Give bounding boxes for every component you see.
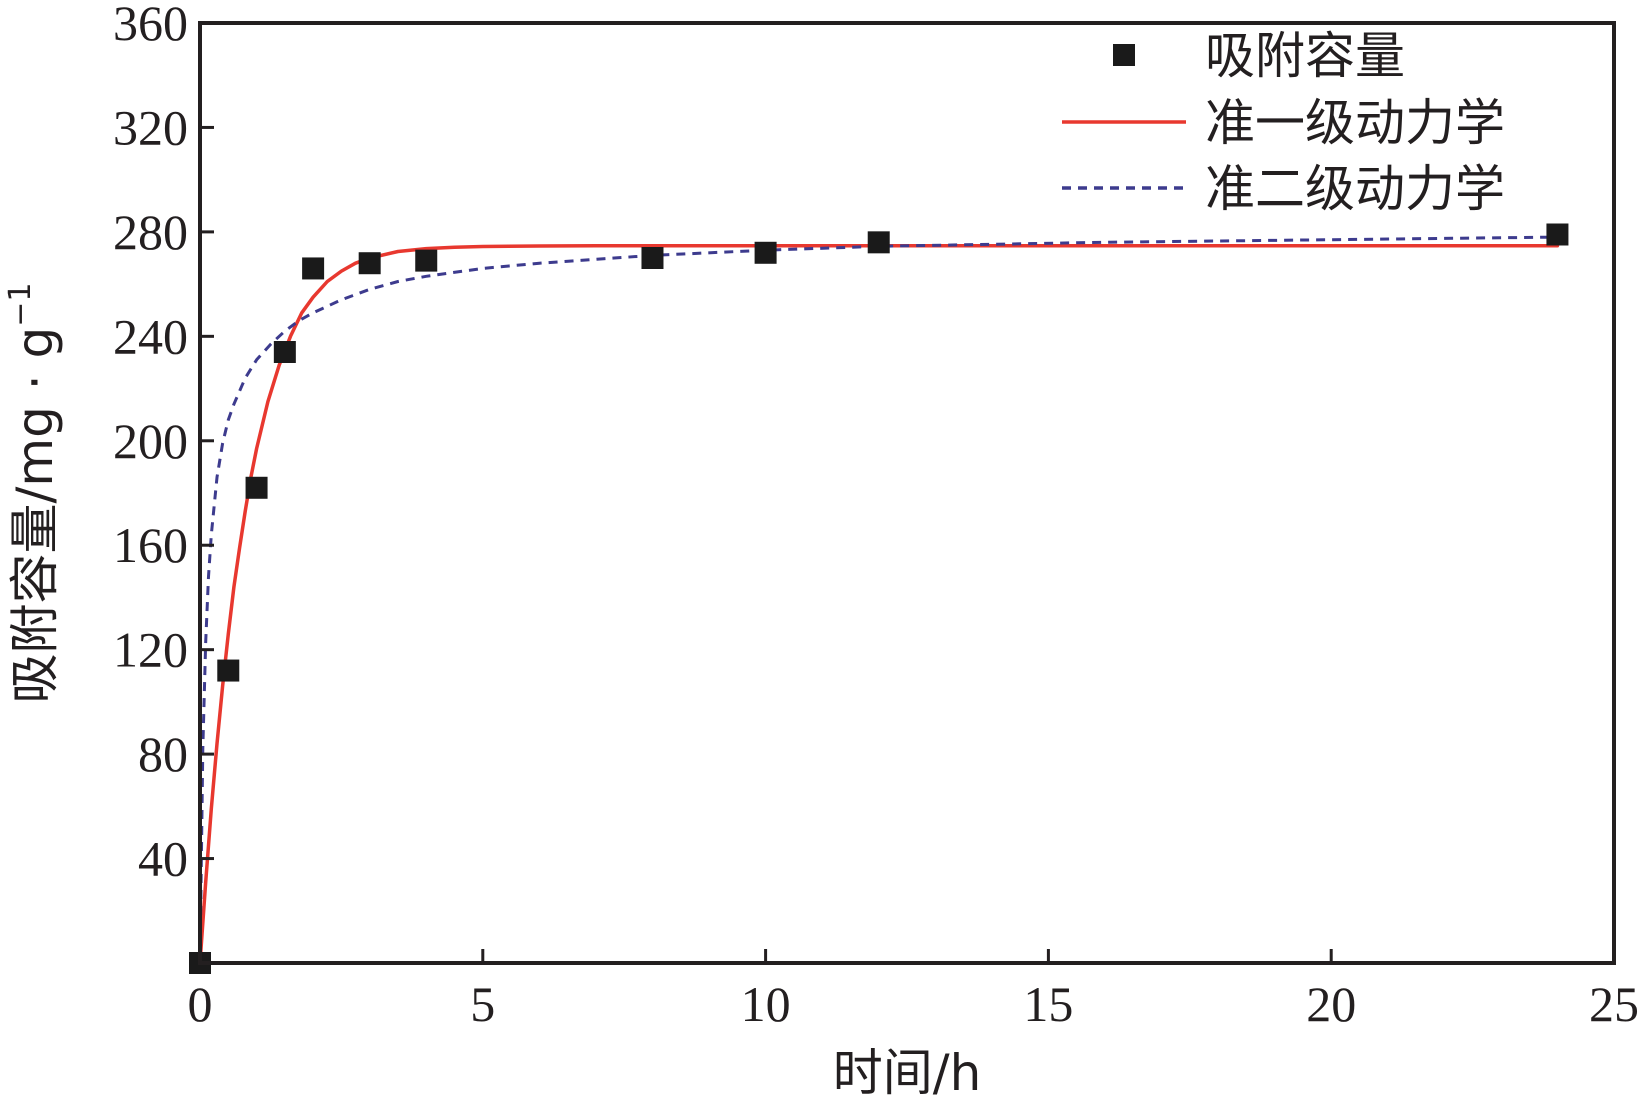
legend-label: 吸附容量 — [1205, 27, 1405, 85]
legend-label: 准二级动力学 — [1205, 160, 1505, 218]
plot-layer — [189, 223, 1569, 974]
data-point — [754, 241, 777, 264]
data-point — [1546, 223, 1569, 246]
data-point — [415, 249, 438, 272]
y-axis-title-exponent: −1 — [3, 283, 38, 327]
data-point — [641, 247, 664, 269]
data-point — [867, 231, 890, 254]
x-axis-title: 时间/h — [833, 1044, 982, 1100]
series-line — [198, 243, 1560, 965]
data-point — [302, 257, 325, 280]
y-axis-title-text: 吸附容量/mg · g — [6, 327, 64, 704]
series-line — [198, 235, 1558, 964]
legend-marker — [1113, 44, 1135, 66]
data-point — [358, 252, 381, 275]
x-tick-label: 20 — [1306, 976, 1356, 1032]
y-tick-label: 280 — [113, 204, 188, 260]
y-tick-label: 120 — [113, 622, 188, 678]
x-tick-label: 5 — [470, 976, 495, 1032]
plot-frame — [198, 21, 1616, 965]
data-point — [217, 659, 240, 682]
data-point — [273, 341, 296, 363]
x-tick-label: 25 — [1589, 976, 1639, 1032]
x-tick-label: 0 — [188, 976, 213, 1032]
x-tick-label: 15 — [1023, 976, 1073, 1032]
y-tick-label: 360 — [113, 0, 188, 51]
y-tick-label: 320 — [113, 99, 188, 155]
data-point — [245, 476, 268, 499]
y-tick-label: 160 — [113, 517, 188, 573]
y-tick-label: 80 — [138, 726, 188, 782]
y-tick-label: 200 — [113, 413, 188, 469]
axis-layer: 0 5 10 15 20 25 40 80 120 160 200 240 280 320 360 — [113, 0, 1639, 1032]
y-tick-label: 240 — [113, 308, 188, 364]
y-tick-label: 40 — [138, 831, 188, 887]
y-axis-title: 吸附容量/mg · g−1 — [3, 283, 64, 704]
legend-label: 准一级动力学 — [1205, 94, 1505, 152]
x-tick-label: 10 — [741, 976, 791, 1032]
